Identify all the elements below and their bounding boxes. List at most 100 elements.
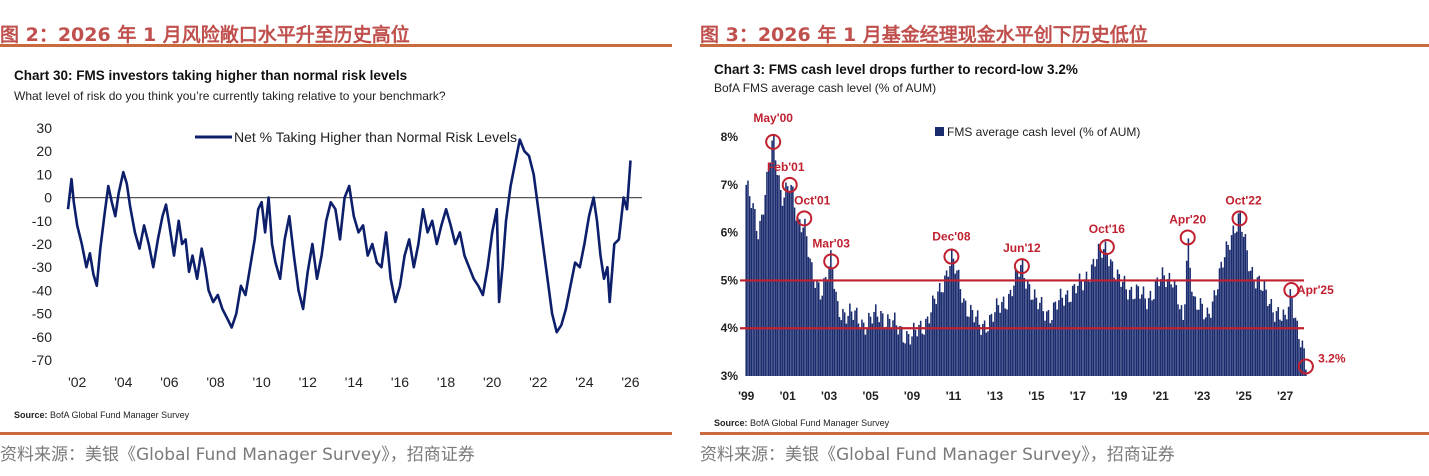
cash-bar [1303,348,1305,376]
cash-bar [931,295,934,376]
cash-bar [750,207,753,376]
y-tick-label: -60 [32,329,52,345]
cash-bar [992,321,994,376]
cash-bar [1085,271,1088,376]
cash-bar [854,310,856,376]
x-tick-label: '99 [738,389,755,403]
cash-bar [859,329,861,376]
cash-bar [938,282,941,376]
cash-bar [916,336,918,376]
cash-bar [925,318,927,376]
cash-bar [954,273,956,376]
cash-bar [1185,260,1188,376]
cash-bar [1061,297,1064,376]
cash-bar [1237,213,1240,376]
cash-bar [857,323,860,376]
cash-bar [1030,299,1032,376]
cash-bar [1298,338,1300,376]
cash-bar [997,305,1000,376]
annotation-circle [1098,239,1115,255]
x-tick-label: '16 [391,374,409,390]
cash-bar [1203,319,1205,376]
cash-bar [1275,311,1278,376]
cash-bar [1261,290,1264,376]
cash-bar [1189,267,1191,376]
cash-bar [774,160,777,376]
cash-bar [1092,258,1095,376]
x-tick-label: '06 [160,374,178,390]
cash-bar [1013,285,1015,376]
cash-bar [1215,295,1217,376]
cash-bar [1064,294,1067,376]
cash-bar [1234,233,1236,376]
cash-bar [759,220,761,376]
cash-bar [947,276,950,376]
cash-bar [912,322,915,376]
cash-bar [937,291,939,376]
cash-bar [1227,244,1229,376]
cash-bar [754,208,756,376]
cash-bar [1016,270,1019,376]
cash-bar [819,299,822,376]
cash-bar [1025,288,1027,376]
x-tick-label: '05 [862,389,879,403]
cash-bar [990,313,993,376]
cash-bar [1032,299,1034,376]
cash-bar [971,310,974,376]
annotation-label: Feb'01 [767,160,805,174]
cash-bar [862,322,865,376]
cash-bar [1073,284,1076,376]
cash-bar [1294,317,1297,376]
cash-bar [779,189,782,376]
cash-bar [876,316,879,376]
x-tick-label: '04 [114,374,132,390]
source-text: BofA Global Fund Manager Survey [50,410,190,420]
cash-bar [1213,290,1216,376]
cash-bar [878,322,880,376]
cash-bar [1106,254,1108,376]
cash-bar [1108,266,1110,376]
cash-bar [766,171,768,376]
cash-bar [807,256,810,376]
cash-bar [980,334,982,376]
cash-bar [1042,311,1045,376]
cash-bar [1063,305,1065,376]
cash-bar [1220,261,1222,376]
cash-bar [1051,320,1053,376]
cash-bar [864,334,867,376]
y-tick-label: 8% [721,130,739,144]
cash-bar [914,329,917,376]
cash-bar [873,311,875,376]
cash-bar [1028,284,1031,376]
cash-bar [1177,304,1179,376]
x-tick-label: '25 [1236,389,1253,403]
cash-bar [956,270,958,376]
cash-bar [959,289,962,376]
cash-bar [904,343,906,376]
cash-bar [966,316,969,376]
cash-bar [1251,266,1254,376]
cash-bar [1178,309,1181,376]
cash-bar [1054,301,1057,376]
cash-bar [776,174,779,376]
cash-bar [976,310,979,376]
y-tick-label: 4% [721,321,739,335]
cash-bar [885,326,887,376]
cash-bar [1006,309,1008,376]
x-tick-label: '23 [1194,389,1211,403]
cash-bar [1194,296,1197,376]
y-tick-label: 3% [721,369,739,383]
cash-bar [781,205,784,376]
cash-bar [1139,298,1141,376]
title-rule [0,44,672,47]
legend-label: Net % Taking Higher than Normal Risk Lev… [234,129,517,145]
cash-bar [855,307,858,376]
cash-bar [1249,270,1252,376]
cash-bar [805,236,808,376]
cash-bar [757,239,760,376]
cash-bar [1232,225,1235,376]
cash-bar [1039,302,1041,376]
cash-bar [1001,302,1003,376]
cash-bar [935,304,937,376]
cash-bar [1096,259,1098,376]
